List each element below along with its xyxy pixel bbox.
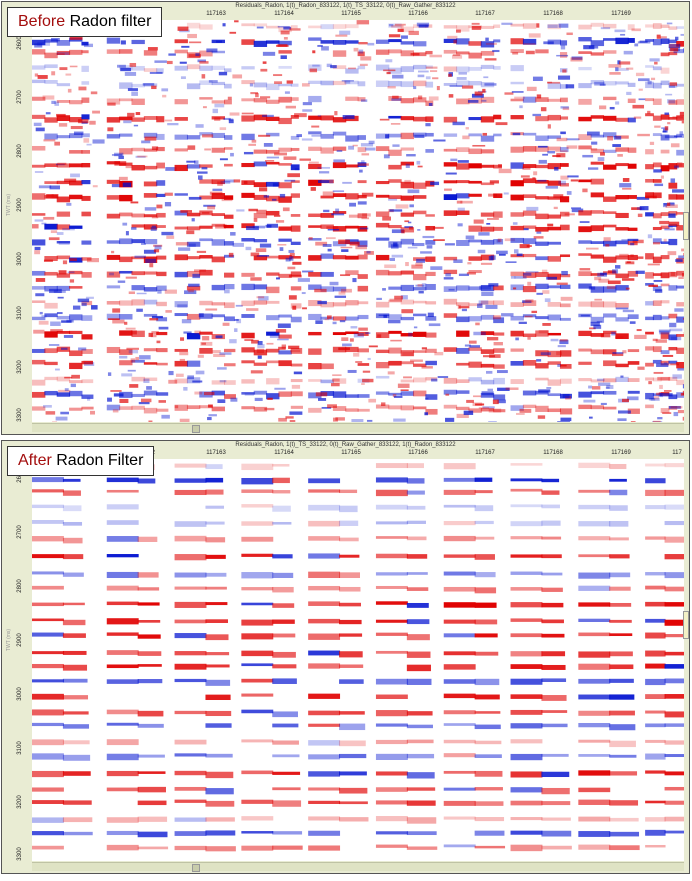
time-axis: 2600 2700 2800 2900 3000 3100 3200 3300 …: [2, 459, 31, 861]
trace-gather: [443, 22, 519, 422]
y-tick-label: 3200: [17, 360, 23, 374]
gather-label: 117165: [341, 450, 361, 456]
y-tick-label: 3300: [17, 408, 23, 422]
seismic-plot-area[interactable]: [32, 459, 684, 861]
gather-label: 117164: [274, 450, 294, 456]
horizontal-scrollbar[interactable]: [32, 423, 684, 433]
gather-label: 117169: [611, 11, 631, 17]
scrollbar-thumb[interactable]: [192, 864, 200, 872]
panel-header-title: Residuals_Radon, 1(t)_TS_33122, 0(t)_Raw…: [235, 442, 456, 448]
trace-gather: [241, 23, 314, 422]
y-tick-label: 2900: [17, 633, 23, 647]
gather-label: 117163: [206, 11, 226, 17]
gather-label: 117167: [475, 11, 495, 17]
scrollbar-thumb[interactable]: [192, 425, 200, 433]
y-axis-title: TWT (ms): [6, 193, 12, 217]
y-tick-label: 3100: [17, 741, 23, 755]
y-tick-label: 2900: [17, 198, 23, 212]
caption-highlight: Before: [18, 13, 66, 30]
y-tick-label: 3200: [17, 795, 23, 809]
seismic-gathers-after: [32, 462, 684, 852]
y-tick-label: 2700: [17, 525, 23, 539]
trace-gather: [174, 463, 236, 852]
time-axis: 2600 2700 2800 2900 3000 3100 3200 3300 …: [2, 20, 31, 422]
y-tick-label: 3000: [17, 252, 23, 266]
y-axis-title: TWT (ms): [6, 628, 12, 652]
trace-gather: [174, 20, 245, 422]
trace-gather: [645, 463, 684, 848]
gather-label: 117167: [475, 450, 495, 456]
trace-gather: [106, 463, 169, 851]
trace-gather: [645, 22, 684, 422]
trace-gather: [578, 22, 651, 422]
trace-gather: [308, 20, 378, 422]
trace-gather: [32, 462, 93, 850]
before-radon-panel: Residuals_Radon, 1(t)_Radon_833122, 1(t)…: [1, 1, 690, 435]
y-tick-label: 2700: [17, 90, 23, 104]
seismic-plot-area[interactable]: [32, 20, 684, 422]
trace-gather: [578, 462, 640, 851]
gather-label: 117168: [543, 11, 563, 17]
panel-header-title: Residuals_Radon, 1(t)_Radon_833122, 1(t)…: [235, 3, 456, 9]
gather-label: 117: [672, 450, 682, 456]
horizontal-scrollbar[interactable]: [32, 862, 684, 872]
trace-gather: [510, 23, 584, 422]
seismic-gathers-before: [32, 20, 684, 422]
panel-caption: Before Radon filter: [7, 7, 163, 37]
trace-gather: [106, 22, 179, 422]
trace-gather: [375, 463, 438, 850]
gather-label: 117166: [408, 11, 428, 17]
y-tick-label: 3100: [17, 306, 23, 320]
panel-caption: After Radon Filter: [7, 446, 155, 476]
trace-gather: [375, 22, 449, 422]
trace-gather: [32, 20, 105, 422]
caption-text: Radon filter: [65, 13, 152, 30]
gather-label: 117166: [408, 450, 428, 456]
y-tick-label: 3000: [17, 687, 23, 701]
gather-label: 117169: [611, 450, 631, 456]
gather-label: 117165: [341, 11, 361, 17]
y-tick-label: 3300: [17, 847, 23, 861]
y-tick-label: 2800: [17, 144, 23, 158]
trace-gather: [443, 463, 506, 849]
vertical-scroll-handle[interactable]: [683, 611, 689, 639]
caption-highlight: After: [18, 452, 52, 469]
y-tick-label: 2800: [17, 579, 23, 593]
after-radon-panel: Residuals_Radon, 1(t)_TS_33122, 0(t)_Raw…: [1, 440, 690, 874]
trace-gather: [510, 463, 572, 852]
gather-label: 117163: [206, 450, 226, 456]
vertical-scroll-handle[interactable]: [683, 212, 689, 240]
gather-label: 117164: [274, 11, 294, 17]
trace-gather: [241, 463, 303, 851]
gather-label: 117168: [543, 450, 563, 456]
trace-gather: [308, 478, 369, 851]
caption-text: Radon Filter: [51, 452, 144, 469]
